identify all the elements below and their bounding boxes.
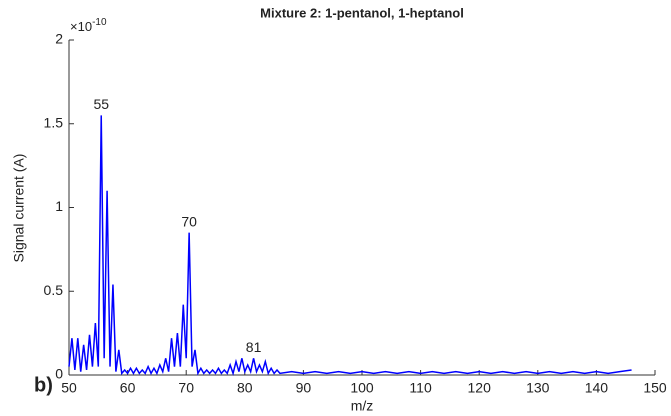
multiplier-exponent: -10 (92, 17, 107, 28)
x-tick-label: 140 (585, 380, 609, 396)
x-tick-label: 70 (178, 380, 194, 396)
x-tick-label: 130 (526, 380, 550, 396)
y-axis-label: Signal current (A) (11, 154, 27, 263)
y-multiplier: ×10-10 (70, 17, 107, 35)
peak-label: 70 (181, 213, 197, 229)
multiplier-base: ×10 (70, 19, 92, 34)
x-tick-label: 90 (296, 380, 312, 396)
x-tick-label: 120 (468, 380, 492, 396)
peak-label: 55 (93, 96, 109, 112)
y-tick-label: 0.5 (44, 282, 64, 298)
peak-label: 81 (246, 339, 262, 355)
y-tick-label: 1 (55, 198, 63, 214)
y-tick-label: 0 (55, 366, 63, 382)
panel-label: b) (34, 374, 53, 396)
x-tick-label: 150 (643, 380, 667, 396)
line (68, 115, 632, 376)
x-tick-label: 80 (237, 380, 253, 396)
y-tick-label: 1.5 (44, 114, 64, 130)
chart-title: Mixture 2: 1-pentanol, 1-heptanol (260, 5, 464, 20)
x-tick-label: 110 (409, 380, 432, 396)
x-tick-label: 50 (61, 380, 77, 396)
x-tick-label: 100 (350, 380, 374, 396)
x-tick-label: 60 (120, 380, 136, 396)
x-axis-label: m/z (351, 398, 374, 414)
y-tick-label: 2 (55, 31, 63, 47)
